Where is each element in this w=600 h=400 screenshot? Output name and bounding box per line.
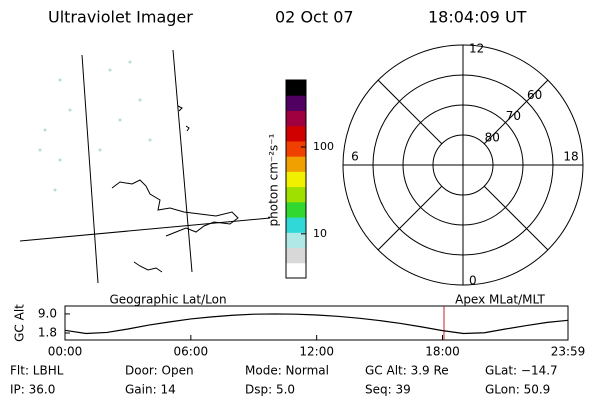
instrument-title: Ultraviolet Imager — [48, 8, 193, 27]
polar-circle — [402, 104, 524, 226]
color-step — [286, 80, 306, 96]
polar-label: Apex MLat/MLT — [455, 293, 545, 307]
coastline — [177, 105, 183, 112]
info-field: Gain: 14 — [125, 383, 176, 397]
color-step — [286, 262, 306, 279]
coastline — [133, 261, 163, 273]
color-step — [286, 201, 306, 218]
x-tick-label: 00:00 — [48, 345, 83, 359]
map — [19, 49, 271, 284]
colorbar-tick-label: 10 — [313, 227, 327, 240]
polar-r-label: 70 — [506, 109, 521, 123]
polar-mlt-label: 18 — [563, 150, 578, 164]
color-step — [286, 110, 306, 127]
time: 18:04:09 UT — [428, 8, 527, 27]
map-label: Geographic Lat/Lon — [109, 293, 226, 307]
emission-dots — [38, 60, 152, 192]
y-axis-label: GC Alt — [13, 304, 27, 342]
x-tick-label: 12:00 — [299, 345, 334, 359]
polar-mlt-label: 12 — [469, 42, 484, 56]
color-step — [286, 217, 306, 233]
color-step — [286, 125, 306, 142]
polar-circle — [372, 74, 554, 256]
polar-mlt-label: 0 — [469, 274, 477, 288]
polar-mlt-label: 6 — [351, 150, 359, 164]
polar-circle — [432, 134, 494, 196]
plot-frame — [64, 305, 569, 341]
info-field: Door: Open — [125, 364, 194, 378]
info-field: Dsp: 5.0 — [245, 383, 295, 397]
parallel — [19, 217, 271, 242]
polar-spoke — [483, 79, 549, 145]
info-field: IP: 36.0 — [10, 383, 55, 397]
color-step — [286, 140, 306, 157]
info-field: Flt: LBHL — [10, 364, 64, 378]
polar-spoke — [483, 185, 549, 251]
info-field: Seq: 39 — [365, 383, 411, 397]
colorbar-frame — [285, 79, 307, 279]
color-step — [286, 232, 306, 249]
color-step — [286, 247, 306, 264]
info-field: GLon: 50.9 — [485, 383, 550, 397]
polar-r-label: 60 — [527, 88, 542, 102]
x-tick-label: 06:00 — [174, 345, 209, 359]
info-field: Mode: Normal — [245, 364, 329, 378]
colorbar-label: photon cm⁻²s⁻¹ — [267, 133, 281, 226]
colorbar-tick-label: 100 — [313, 140, 334, 153]
y-tick-label: 1.8 — [38, 325, 57, 339]
y-tick-label: 9.0 — [38, 306, 57, 320]
meridian — [172, 49, 193, 273]
info-field: GC Alt: 3.9 Re — [365, 364, 449, 378]
polar-r-label: 80 — [485, 130, 500, 144]
coastline — [185, 125, 190, 132]
info-field: GLat: −14.7 — [485, 364, 558, 378]
color-step — [286, 171, 306, 188]
polar-spoke — [377, 185, 443, 251]
x-tick-label: 18:00 — [425, 345, 460, 359]
altitude-line — [64, 313, 569, 335]
color-step — [286, 95, 306, 111]
date: 02 Oct 07 — [275, 8, 354, 27]
coastline — [111, 179, 239, 237]
meridian — [81, 54, 99, 284]
color-step — [286, 156, 306, 172]
color-step — [286, 186, 306, 203]
x-tick-label: 23:59 — [551, 345, 586, 359]
polar-spoke — [377, 79, 443, 145]
